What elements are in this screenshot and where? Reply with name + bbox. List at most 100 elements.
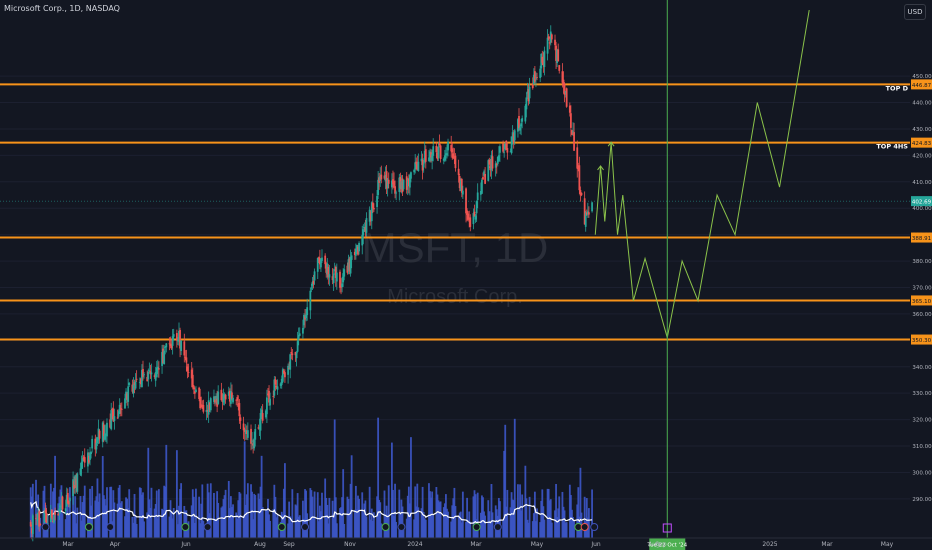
candle-body xyxy=(554,39,556,46)
candle-body xyxy=(479,190,482,195)
candle-body xyxy=(525,97,528,110)
candle-body xyxy=(65,494,68,507)
candle-body xyxy=(386,179,389,189)
candle-body xyxy=(269,398,271,406)
volume-bar xyxy=(170,511,173,538)
candle-body xyxy=(350,255,353,260)
candle-body xyxy=(325,263,328,273)
price-tick-label: 400.00 xyxy=(912,206,932,212)
volume-bar xyxy=(317,521,320,538)
candle-body xyxy=(143,374,145,376)
volume-bar xyxy=(90,505,92,538)
volume-bar xyxy=(101,456,104,538)
candle-body xyxy=(421,159,424,171)
candle-body xyxy=(127,386,130,402)
volume-bar xyxy=(583,496,586,538)
candle-body xyxy=(430,152,432,158)
level-price-label: 424.83 xyxy=(912,141,932,147)
candle-body xyxy=(587,212,590,215)
vertical-date-marker[interactable]: Tue 22 Oct '24 xyxy=(646,0,688,550)
volume-bar xyxy=(206,483,209,538)
candle-body xyxy=(254,428,257,440)
candle-body xyxy=(90,451,92,455)
candle-body xyxy=(385,171,388,189)
candle-body xyxy=(454,155,457,169)
volume-bar xyxy=(521,494,524,538)
candle-body xyxy=(459,180,462,192)
volume-bar xyxy=(215,519,217,538)
volume-bar xyxy=(186,523,189,538)
projection-path[interactable] xyxy=(594,9,810,338)
candle-body xyxy=(348,258,351,272)
candle-body xyxy=(184,356,187,358)
volume-bar xyxy=(432,515,435,538)
candle-body xyxy=(73,481,76,489)
volume-bar xyxy=(438,502,441,538)
volume-bar xyxy=(190,505,193,538)
volume-bar xyxy=(89,488,91,538)
candle-body xyxy=(354,248,357,256)
volume-bar xyxy=(517,484,519,538)
price-tick-label: 440.00 xyxy=(912,101,932,107)
price-tick-label: 370.00 xyxy=(912,285,932,291)
volume-bar xyxy=(547,488,550,538)
volume-bar xyxy=(175,450,178,538)
volume-bars xyxy=(29,417,593,538)
projection-arrowhead xyxy=(597,165,604,171)
symbol-info: Microsoft Corp., 1D, NASDAQ xyxy=(4,4,120,13)
level-price-tag xyxy=(911,79,932,90)
projection-line xyxy=(594,9,810,338)
candle-body xyxy=(550,34,553,40)
candle-body xyxy=(57,514,60,516)
candle-body xyxy=(238,403,241,417)
candle-body xyxy=(72,479,74,496)
volume-bar xyxy=(148,499,151,538)
volume-bar xyxy=(153,508,156,538)
time-tick-label: Jun xyxy=(180,541,191,548)
candle-body xyxy=(239,417,242,421)
volume-bar xyxy=(510,492,513,538)
candle-body xyxy=(133,382,136,386)
candle-body xyxy=(568,105,571,113)
volume-bar xyxy=(147,447,150,538)
volume-bar xyxy=(201,484,204,538)
candle-body xyxy=(97,428,100,441)
candle-body xyxy=(496,156,499,164)
volume-bar xyxy=(531,521,534,538)
volume-bar xyxy=(213,492,215,538)
volume-bar xyxy=(451,505,454,538)
volume-bar xyxy=(364,500,367,538)
volume-bar xyxy=(318,505,321,538)
candle-body xyxy=(310,287,313,289)
candle-body xyxy=(185,357,188,363)
candle-body xyxy=(542,60,545,66)
candle-body xyxy=(429,151,431,162)
candle-body xyxy=(533,71,536,82)
volume-bar xyxy=(459,511,462,538)
volume-bar xyxy=(266,510,268,538)
volume-bar xyxy=(312,517,315,538)
volume-bar xyxy=(199,523,202,538)
candle-body xyxy=(163,350,166,365)
volume-bar xyxy=(430,497,432,538)
volume-bar xyxy=(75,523,78,538)
candle-body xyxy=(205,409,208,412)
volume-bar xyxy=(328,497,331,538)
candle-body xyxy=(116,417,119,419)
volume-bar xyxy=(482,497,484,538)
candle-body xyxy=(416,163,419,170)
volume-bar xyxy=(341,497,344,538)
event-markers[interactable] xyxy=(41,523,599,531)
volume-bar xyxy=(474,494,477,538)
volume-bar xyxy=(420,508,423,538)
volume-bar xyxy=(65,500,68,538)
volume-bar xyxy=(250,484,252,538)
candle-body xyxy=(390,180,393,188)
candle-body xyxy=(170,344,173,349)
volume-bar xyxy=(243,441,246,538)
currency-button[interactable]: USD xyxy=(904,4,926,20)
volume-bar xyxy=(316,492,319,538)
